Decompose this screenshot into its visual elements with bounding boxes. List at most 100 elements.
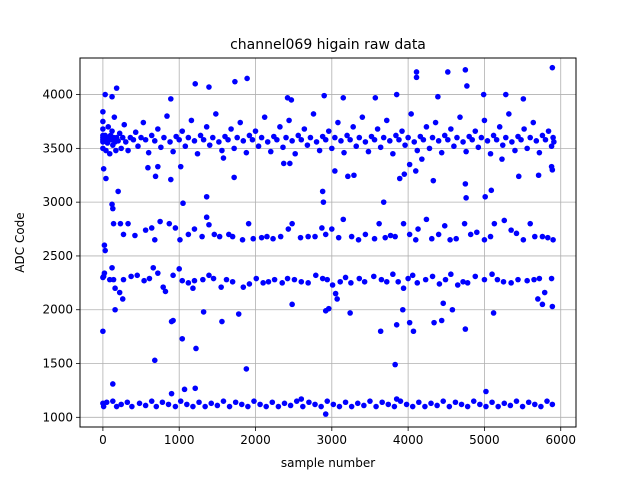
data-point (436, 281, 443, 287)
data-point (487, 233, 494, 240)
data-point (484, 138, 491, 144)
data-point (351, 172, 357, 179)
data-point (179, 335, 186, 342)
data-point (165, 401, 172, 408)
data-point (122, 139, 129, 145)
data-point (347, 310, 353, 316)
data-point (313, 139, 320, 145)
data-point (138, 134, 144, 141)
data-point (319, 275, 326, 282)
data-point (129, 403, 135, 410)
data-point (489, 399, 495, 406)
data-point (416, 399, 422, 406)
data-point (179, 128, 186, 134)
data-point (168, 390, 175, 397)
data-point (148, 398, 155, 404)
data-point (109, 264, 115, 271)
data-point (422, 403, 428, 410)
data-point (170, 148, 176, 155)
data-point (334, 296, 340, 302)
data-point (177, 163, 184, 170)
data-point (305, 280, 311, 286)
data-point (258, 234, 265, 241)
data-point (167, 139, 173, 145)
data-point (420, 136, 427, 143)
data-point (401, 171, 408, 177)
data-point (440, 300, 447, 307)
data-point (103, 147, 109, 154)
data-point (399, 306, 406, 313)
data-point (431, 319, 437, 326)
data-point (206, 84, 212, 90)
y-tick-label: 4000 (42, 88, 73, 102)
data-point (330, 401, 337, 408)
data-point (192, 385, 199, 392)
data-point (347, 136, 353, 143)
data-point (325, 305, 332, 312)
data-point (151, 138, 158, 144)
data-point (536, 275, 543, 282)
data-point (118, 145, 125, 152)
data-point (374, 126, 381, 132)
data-point (544, 234, 551, 241)
data-point (112, 306, 118, 313)
data-point (120, 231, 127, 238)
data-point (490, 310, 497, 316)
data-point (354, 400, 361, 407)
data-point (102, 91, 108, 98)
data-point (322, 411, 329, 417)
data-point (203, 214, 210, 221)
data-point (390, 150, 396, 157)
data-point (406, 161, 413, 168)
data-point (115, 188, 121, 195)
data-point (488, 187, 495, 194)
data-point (196, 399, 202, 406)
x-tick-label: 1000 (164, 433, 195, 447)
data-point (125, 220, 131, 227)
data-point (549, 401, 556, 408)
data-point (415, 226, 421, 232)
data-point (393, 396, 400, 402)
data-point (536, 149, 543, 156)
data-point (520, 96, 527, 102)
data-point (396, 136, 402, 143)
data-point (324, 398, 331, 404)
data-point (400, 220, 407, 227)
data-point (100, 126, 106, 132)
data-point (542, 136, 549, 143)
data-point (216, 233, 223, 240)
data-point (438, 149, 445, 156)
data-point (412, 237, 419, 243)
data-point (257, 401, 263, 408)
data-point (110, 381, 116, 387)
data-point (177, 237, 183, 243)
data-point (292, 150, 298, 157)
data-point (550, 237, 556, 243)
data-point (426, 145, 433, 152)
data-point (531, 276, 537, 283)
data-point (440, 398, 447, 404)
data-point (377, 328, 384, 335)
data-point (216, 139, 222, 145)
data-point (280, 144, 286, 151)
data-point (316, 147, 323, 154)
data-point (312, 233, 318, 240)
data-point (223, 276, 230, 283)
data-point (539, 233, 546, 240)
data-point (116, 289, 123, 296)
y-tick-label: 2500 (42, 249, 73, 263)
data-point (527, 134, 534, 141)
data-point (494, 276, 501, 283)
data-point (152, 173, 159, 180)
data-point (252, 128, 259, 134)
data-point (101, 270, 108, 276)
data-point (478, 134, 485, 141)
data-point (295, 132, 302, 139)
data-point (408, 111, 414, 117)
data-point (199, 233, 205, 240)
data-point (350, 124, 356, 130)
data-point (501, 400, 508, 407)
data-point (527, 220, 534, 227)
data-point (155, 270, 161, 276)
data-point (371, 136, 378, 143)
